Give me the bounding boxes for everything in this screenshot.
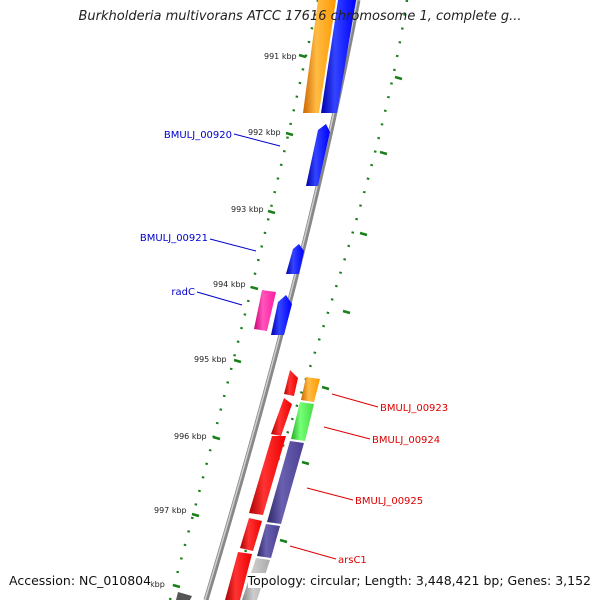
leader-arsC1 <box>289 545 337 560</box>
gene-red-2[interactable] <box>271 398 292 436</box>
leader-BMULJ_00925 <box>306 487 354 501</box>
gene-radC[interactable] <box>254 290 276 331</box>
accession-text: Accession: NC_010804 <box>9 573 152 588</box>
gene-label-radC[interactable]: radC <box>171 287 195 298</box>
gene-red-5[interactable] <box>225 552 252 600</box>
gene-label-BMULJ_00920[interactable]: BMULJ_00920 <box>164 130 232 141</box>
gene-BMULJ_00921[interactable] <box>286 244 304 274</box>
tick-label-995: 995 kbp <box>194 355 227 364</box>
kbp-tick-marks <box>172 53 307 589</box>
gene-label-BMULJ_00923[interactable]: BMULJ_00923 <box>380 403 448 414</box>
leader-BMULJ_00923 <box>331 393 379 408</box>
gene-BMULJ_00920[interactable] <box>306 124 330 186</box>
gene-BMULJ_00923[interactable] <box>301 377 320 402</box>
outer-tick-marks <box>279 75 403 544</box>
gene-blue-top[interactable] <box>321 0 356 113</box>
inner-tick-arc <box>168 0 320 600</box>
gene-label-BMULJ_00925[interactable]: BMULJ_00925 <box>355 496 423 507</box>
tick-label-996: 996 kbp <box>174 432 207 441</box>
leader-BMULJ_00921 <box>209 238 257 252</box>
tick-label-991: 991 kbp <box>264 52 297 61</box>
leader-radC <box>196 291 243 306</box>
leader-BMULJ_00924 <box>323 426 371 440</box>
gene-arsC1[interactable] <box>257 524 280 558</box>
gene-BMULJ_00924[interactable] <box>291 402 314 441</box>
gene-label-BMULJ_00924[interactable]: BMULJ_00924 <box>372 435 440 446</box>
tick-label-992: 992 kbp <box>248 128 281 137</box>
gene-blue-radc-pair[interactable] <box>271 295 292 335</box>
gene-label-arsC1[interactable]: arsC1 <box>338 555 367 566</box>
tick-label-994: 994 kbp <box>213 280 246 289</box>
gene-label-BMULJ_00921[interactable]: BMULJ_00921 <box>140 233 208 244</box>
gene-red-1[interactable] <box>284 370 298 396</box>
gene-red-3[interactable] <box>249 436 286 515</box>
gene-red-4[interactable] <box>240 518 262 551</box>
gene-dark-bottom[interactable] <box>176 592 192 600</box>
tick-label-998: kbp <box>150 580 165 589</box>
topology-text: Topology: circular; Length: 3,448,421 bp… <box>247 573 591 588</box>
gene-orange-top[interactable] <box>303 0 336 113</box>
map-title: Burkholderia multivorans ATCC 17616 chro… <box>78 9 522 24</box>
tick-label-997: 997 kbp <box>154 506 187 515</box>
tick-label-993: 993 kbp <box>231 205 264 214</box>
leader-BMULJ_00920 <box>233 133 281 147</box>
gene-BMULJ_00925[interactable] <box>267 441 304 524</box>
